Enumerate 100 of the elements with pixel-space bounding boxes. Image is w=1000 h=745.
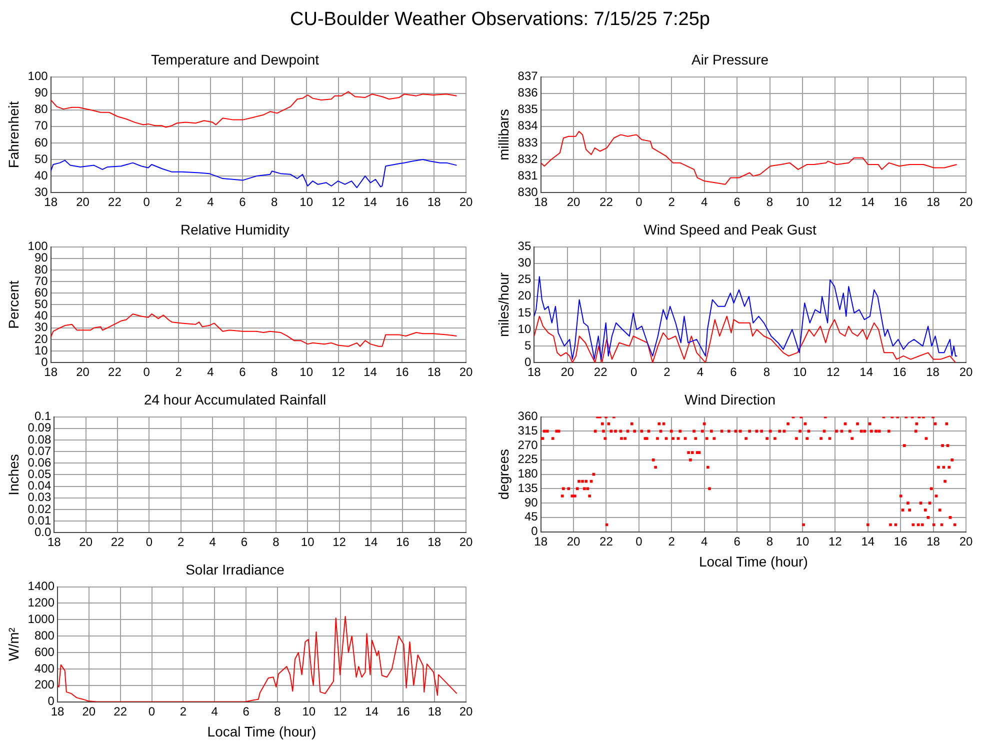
x-tick-label: 2 — [175, 195, 182, 210]
x-tick-label: 22 — [594, 365, 608, 380]
x-tick-label: 6 — [239, 365, 246, 380]
x-tick-label: 14 — [860, 365, 874, 380]
x-tick-label: 8 — [271, 195, 278, 210]
x-tick-label: 22 — [114, 704, 128, 718]
x-tick-label: 4 — [207, 365, 214, 380]
y-tick-label: 35 — [518, 239, 532, 254]
x-tick-label: 22 — [108, 365, 122, 380]
x-tick-label: 16 — [892, 365, 907, 380]
x-tick-label: 18 — [926, 365, 940, 380]
x-tick-label: 18 — [926, 195, 940, 210]
x-tick-label: 12 — [332, 535, 346, 550]
x-tick-label: 20 — [959, 534, 973, 548]
x-tick-label: 10 — [793, 365, 807, 380]
y-tick-label: 0.05 — [28, 467, 52, 482]
x-tick-label: 16 — [894, 534, 908, 548]
y-tick-label: 5 — [524, 338, 532, 352]
x-tick-label: 14 — [365, 704, 379, 718]
x-tick-label: 10 — [300, 535, 315, 550]
y-tick-label: 800 — [34, 628, 55, 642]
x-tick-label: 16 — [894, 195, 908, 210]
x-tick-label: 8 — [766, 195, 774, 210]
y-tick-label: 0.08 — [28, 432, 52, 446]
y-axis-title: millibars — [495, 109, 512, 160]
y-tick-label: 1400 — [28, 579, 55, 594]
x-tick-label: 10 — [796, 534, 810, 548]
x-tick-label: 14 — [364, 365, 378, 380]
text: CU-Boulder Weather Observations: 7/15/25 7:25p — [289, 8, 711, 31]
y-tick-label: 225 — [518, 452, 538, 466]
y-axis-title: W/m² — [5, 627, 22, 662]
x-tick-label: 8 — [763, 365, 770, 380]
y-tick-label: 45 — [524, 510, 538, 524]
x-tick-label: 18 — [926, 534, 940, 548]
x-tick-label: 14 — [364, 535, 378, 550]
x-tick-label: 4 — [211, 704, 218, 718]
y-axis-title: Fahrenheit — [5, 101, 22, 168]
x-tick-label: 2 — [668, 195, 676, 210]
x-tick-label: 6 — [734, 534, 741, 548]
y-tick-label: 80 — [34, 262, 48, 276]
y-axis-title: Percent — [5, 280, 22, 329]
x-tick-label: 6 — [734, 195, 741, 210]
x-tick-label: 8 — [271, 365, 278, 380]
y-tick-label: 90 — [34, 250, 48, 265]
x-tick-label: 20 — [459, 704, 473, 718]
x-tick-label: 4 — [207, 195, 214, 210]
x-tick-label: 18 — [428, 535, 442, 550]
y-tick-label: 600 — [34, 644, 55, 659]
chart-title: 24 hour Accumulated Rainfall — [144, 391, 326, 408]
x-tick-label: 8 — [766, 534, 774, 548]
y-tick-label: 30 — [518, 256, 532, 270]
y-tick-label: 40 — [34, 168, 48, 182]
x-tick-label: 0 — [630, 365, 638, 380]
x-tick-label: 20 — [459, 195, 473, 210]
y-tick-label: 15 — [518, 305, 532, 320]
x-tick-label: 12 — [332, 365, 346, 380]
y-tick-label: 837 — [518, 69, 538, 84]
y-tick-label: 0.09 — [28, 420, 52, 435]
x-tick-label: 4 — [696, 365, 704, 380]
y-tick-label: 833 — [518, 135, 538, 150]
x-tick-label: 22 — [600, 195, 614, 210]
x-tick-label: 20 — [560, 365, 574, 380]
chart-title: Temperature and Dewpoint — [150, 51, 320, 68]
x-tick-label: 16 — [395, 365, 410, 380]
y-tick-label: 70 — [34, 274, 48, 288]
x-tick-label: 0 — [148, 704, 156, 718]
x-tick-label: 0 — [146, 535, 153, 550]
x-tick-label: 16 — [396, 535, 410, 550]
y-axis-title: degrees — [495, 449, 512, 500]
y-tick-label: 30 — [34, 320, 48, 334]
x-tick-label: 16 — [396, 704, 410, 718]
chart-title: Wind Direction — [684, 391, 776, 408]
x-tick-label: 20 — [82, 704, 96, 718]
x-tick-label: 14 — [861, 195, 875, 210]
y-tick-label: 0.06 — [28, 455, 52, 470]
y-tick-label: 0.07 — [28, 444, 52, 458]
y-tick-label: 10 — [34, 343, 48, 358]
y-tick-label: 25 — [518, 272, 532, 286]
x-tick-label: 2 — [180, 704, 187, 718]
y-tick-label: 834 — [518, 118, 538, 133]
y-tick-label: 60 — [34, 135, 48, 150]
y-tick-label: 1000 — [28, 612, 55, 626]
x-tick-label: 8 — [272, 535, 280, 550]
y-tick-label: 40 — [34, 308, 48, 323]
y-tick-label: 100 — [28, 69, 48, 84]
x-tick-label: 0 — [636, 195, 643, 210]
x-tick-label: 18 — [428, 704, 442, 718]
x-tick-label: 20 — [959, 365, 973, 380]
x-tick-label: 10 — [300, 195, 314, 210]
y-tick-label: 10 — [518, 322, 532, 336]
y-tick-label: 70 — [34, 118, 48, 133]
x-tick-label: 2 — [668, 534, 676, 548]
x-tick-label: 8 — [274, 704, 282, 718]
y-tick-label: 90 — [34, 86, 48, 100]
x-tick-label: 20 — [79, 535, 93, 550]
x-tick-label: 18 — [427, 195, 442, 210]
y-tick-label: 50 — [34, 152, 48, 166]
y-tick-label: 400 — [34, 661, 55, 676]
y-tick-label: 835 — [518, 102, 538, 116]
y-tick-label: 831 — [518, 168, 538, 182]
